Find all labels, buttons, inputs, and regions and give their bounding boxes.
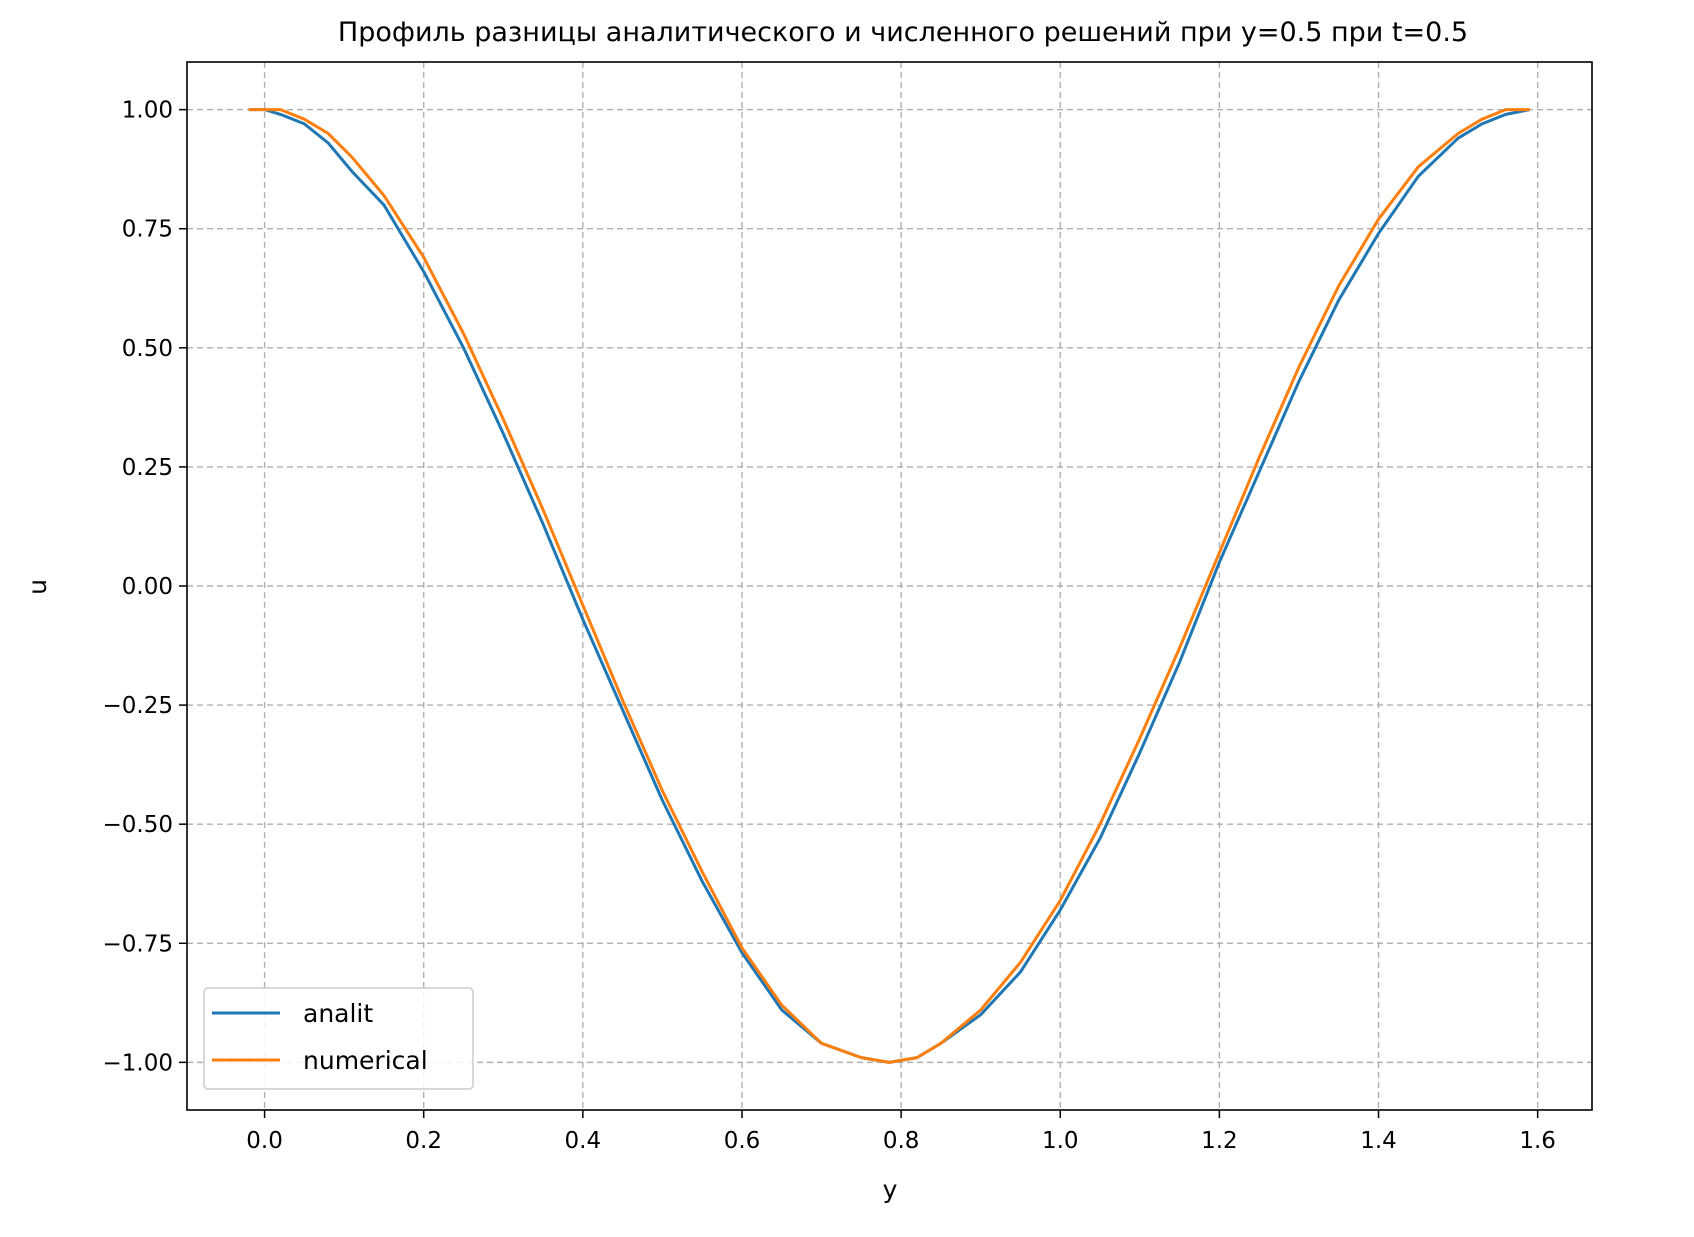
y-axis-title: u	[23, 579, 52, 595]
x-tick-label: 0.6	[724, 1128, 761, 1154]
x-tick-label: 1.6	[1519, 1128, 1556, 1154]
y-tick-label: 0.00	[122, 574, 173, 600]
x-axis-ticks: 0.0 0.2 0.4 0.6 0.8 1.0 1.2 1.4 1.6	[246, 1110, 1556, 1154]
legend: analit numerical	[203, 987, 474, 1090]
y-tick-label: −1.00	[103, 1050, 173, 1076]
x-tick-label: 0.4	[565, 1128, 602, 1154]
series-line-numerical	[248, 108, 1530, 1064]
chart-title: Профиль разницы аналитического и численн…	[338, 17, 1468, 48]
x-tick-label: 1.4	[1360, 1128, 1397, 1154]
x-tick-label: 0.2	[405, 1128, 442, 1154]
y-tick-label: −0.25	[103, 693, 173, 719]
y-tick-label: −0.50	[103, 812, 173, 838]
y-tick-label: 1.00	[122, 98, 173, 124]
grid	[187, 62, 1592, 1110]
x-tick-label: 1.0	[1042, 1128, 1079, 1154]
y-tick-label: 0.50	[122, 336, 173, 362]
y-axis-ticks: 1.00 0.75 0.50 0.25 0.00 −0.25 −0.50 −0.75 −1.00	[103, 98, 187, 1076]
legend-label-analit: analit	[303, 999, 373, 1028]
y-tick-label: 0.75	[122, 217, 173, 243]
y-tick-label: 0.25	[122, 455, 173, 481]
x-tick-label: 1.2	[1201, 1128, 1238, 1154]
legend-label-numerical: numerical	[303, 1046, 428, 1075]
x-tick-label: 0.8	[883, 1128, 920, 1154]
y-tick-label: −0.75	[103, 931, 173, 957]
x-tick-label: 0.0	[246, 1128, 283, 1154]
x-axis-title: y	[883, 1175, 898, 1204]
series-lines	[248, 108, 1530, 1064]
